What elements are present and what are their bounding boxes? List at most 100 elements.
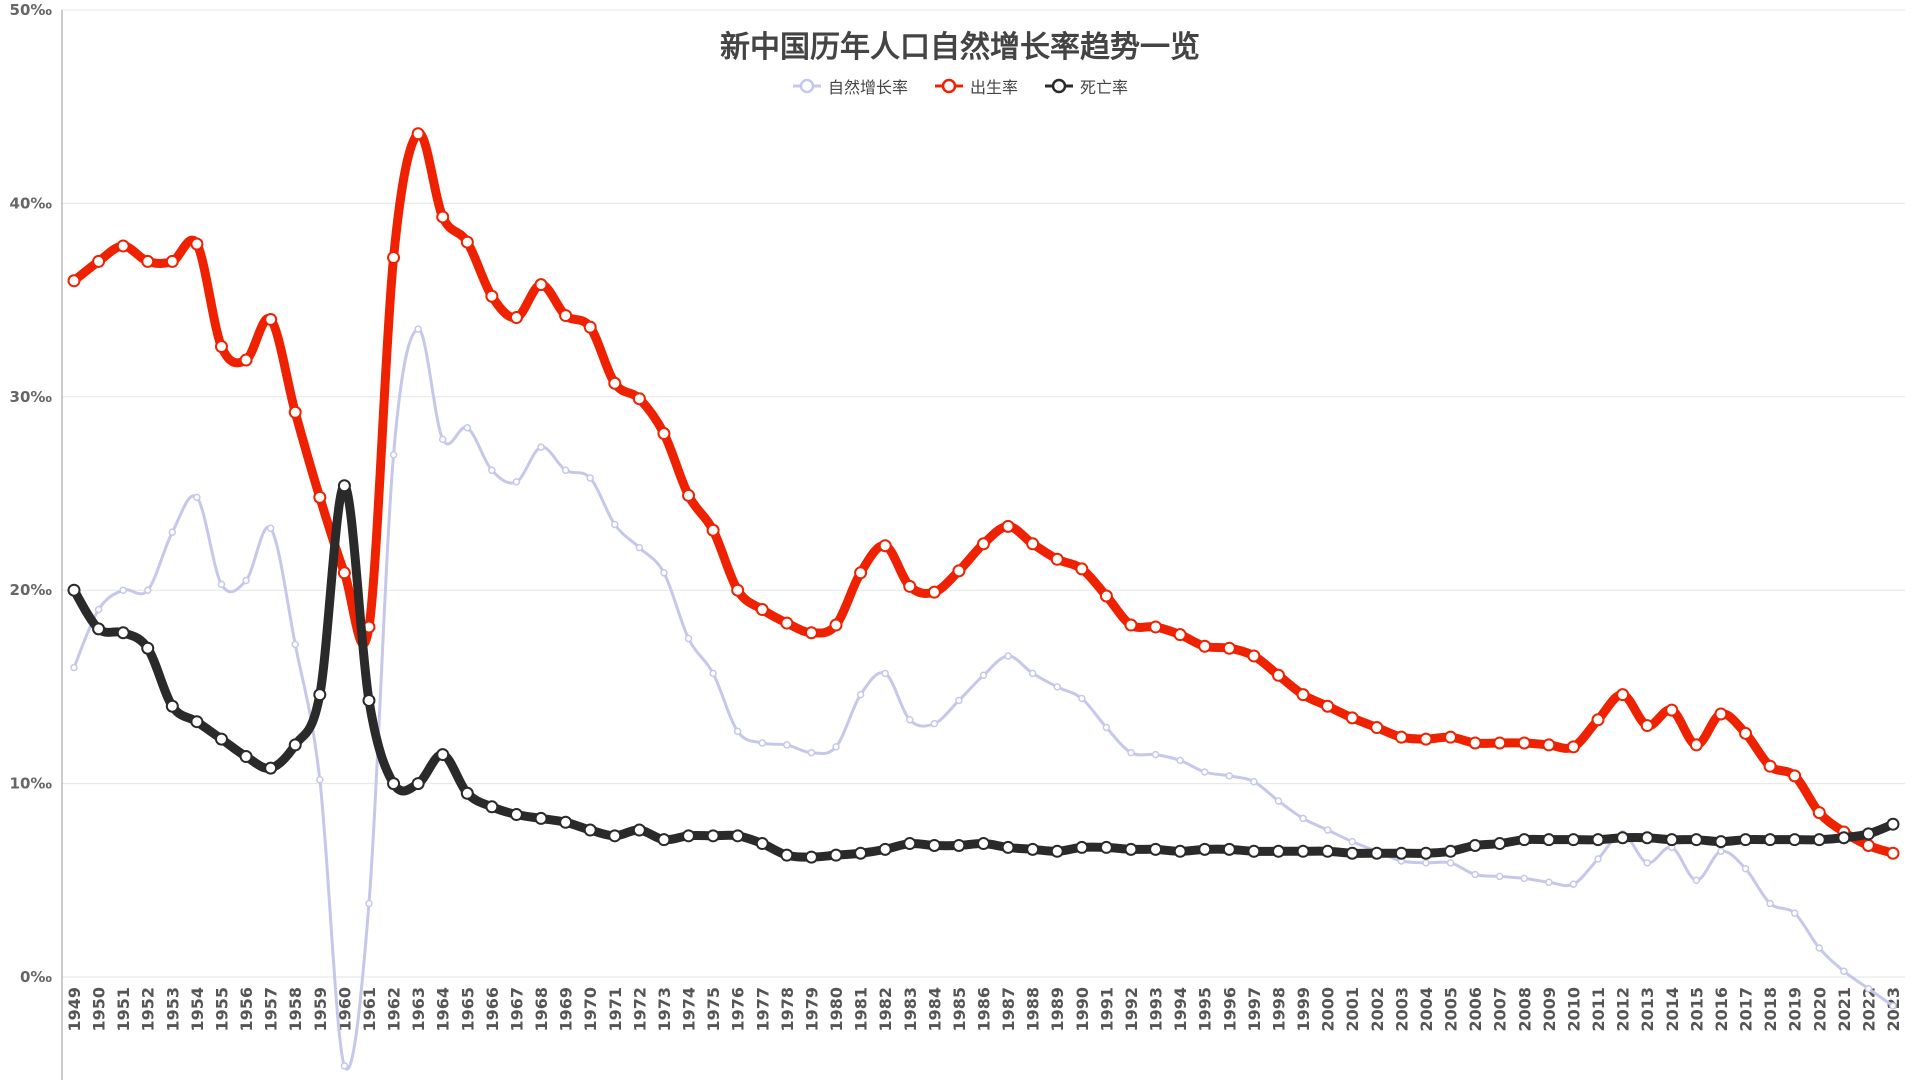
data-point — [635, 543, 644, 552]
data-point — [1250, 777, 1258, 786]
data-point — [709, 669, 717, 678]
data-point — [684, 634, 693, 643]
data-point — [1370, 721, 1384, 735]
x-tick-label: 1987 — [999, 987, 1018, 1032]
legend-item[interactable]: 自然增长率 — [792, 74, 908, 98]
x-tick-label: 2016 — [1712, 987, 1731, 1032]
data-point — [463, 423, 472, 432]
data-point — [608, 829, 622, 843]
x-tick-label: 1967 — [507, 987, 526, 1032]
data-point — [1643, 859, 1651, 867]
data-point — [731, 829, 745, 843]
data-point — [1446, 859, 1455, 867]
data-point — [856, 690, 865, 699]
x-tick-label: 1962 — [385, 987, 404, 1032]
data-point — [1493, 736, 1507, 750]
data-point — [632, 392, 646, 406]
data-point — [116, 626, 130, 640]
data-point — [1053, 683, 1061, 691]
x-tick-label: 1959 — [311, 987, 330, 1032]
data-point — [1149, 842, 1163, 856]
data-point — [755, 603, 769, 617]
data-point — [878, 842, 892, 856]
data-point — [881, 669, 889, 678]
data-point — [1198, 639, 1212, 653]
data-point — [1812, 806, 1826, 820]
x-tick-label: 2014 — [1663, 987, 1682, 1032]
data-point — [488, 466, 496, 475]
legend-label: 出生率 — [969, 78, 1018, 97]
data-point — [1640, 719, 1654, 733]
data-point — [1348, 837, 1356, 846]
data-point — [1299, 814, 1307, 823]
data-point — [460, 235, 474, 249]
x-tick-label: 2017 — [1737, 987, 1756, 1032]
data-point — [534, 811, 548, 825]
data-point — [1222, 842, 1236, 856]
data-point — [1665, 703, 1679, 717]
x-tick-label: 1992 — [1122, 987, 1141, 1032]
data-point — [1444, 844, 1458, 858]
data-point — [1739, 726, 1753, 740]
data-point — [1394, 730, 1408, 744]
data-point — [780, 848, 794, 862]
data-point — [731, 583, 745, 597]
data-point — [485, 289, 499, 303]
x-tick-label: 1958 — [286, 987, 305, 1032]
data-point — [1788, 769, 1802, 783]
x-tick-label: 2006 — [1466, 987, 1485, 1032]
data-point — [1566, 833, 1580, 847]
data-point — [411, 777, 425, 791]
data-point — [758, 739, 767, 747]
x-tick-label: 2011 — [1589, 987, 1608, 1032]
data-point — [411, 127, 425, 141]
data-point — [1766, 899, 1774, 908]
data-point — [1222, 641, 1236, 655]
data-point — [930, 719, 939, 728]
data-point — [977, 537, 990, 551]
data-point — [706, 523, 720, 537]
x-tick-label: 2021 — [1835, 987, 1854, 1032]
data-point — [952, 838, 966, 852]
data-point — [611, 520, 619, 529]
x-tick-label: 2009 — [1540, 987, 1559, 1032]
x-tick-label: 1976 — [729, 987, 748, 1032]
x-tick-label: 1952 — [139, 987, 158, 1032]
data-point — [682, 829, 696, 843]
data-point — [1296, 688, 1310, 702]
x-tick-label: 1968 — [532, 987, 551, 1032]
data-point — [780, 616, 794, 630]
data-point — [436, 748, 450, 762]
data-point — [92, 622, 106, 636]
series-3 — [67, 479, 1900, 864]
legend-marker-icon — [792, 78, 821, 94]
x-tick-label: 1966 — [483, 987, 502, 1032]
x-tick-label: 1970 — [581, 987, 600, 1032]
data-point — [1493, 837, 1507, 851]
data-point — [733, 727, 742, 736]
x-tick-label: 2007 — [1491, 987, 1510, 1032]
data-point — [955, 696, 963, 705]
data-point — [1176, 756, 1184, 765]
data-point — [143, 586, 152, 594]
data-point — [1151, 750, 1160, 759]
data-point — [1640, 831, 1654, 845]
legend-item[interactable]: 死亡率 — [1044, 74, 1128, 98]
x-tick-label: 1998 — [1269, 987, 1288, 1032]
legend-item[interactable]: 出生率 — [934, 74, 1018, 98]
data-point — [1861, 827, 1875, 841]
data-point — [387, 251, 401, 265]
data-point — [1616, 831, 1630, 845]
data-point — [1763, 833, 1777, 847]
data-point — [1026, 537, 1040, 551]
data-point — [67, 583, 81, 597]
data-point — [1124, 842, 1138, 856]
data-point — [214, 732, 228, 746]
x-tick-label: 1995 — [1196, 987, 1215, 1032]
data-point — [291, 640, 299, 649]
x-tick-label: 1973 — [655, 987, 674, 1032]
data-point — [217, 580, 226, 589]
data-point — [1026, 842, 1040, 856]
x-tick-label: 1999 — [1294, 987, 1313, 1032]
